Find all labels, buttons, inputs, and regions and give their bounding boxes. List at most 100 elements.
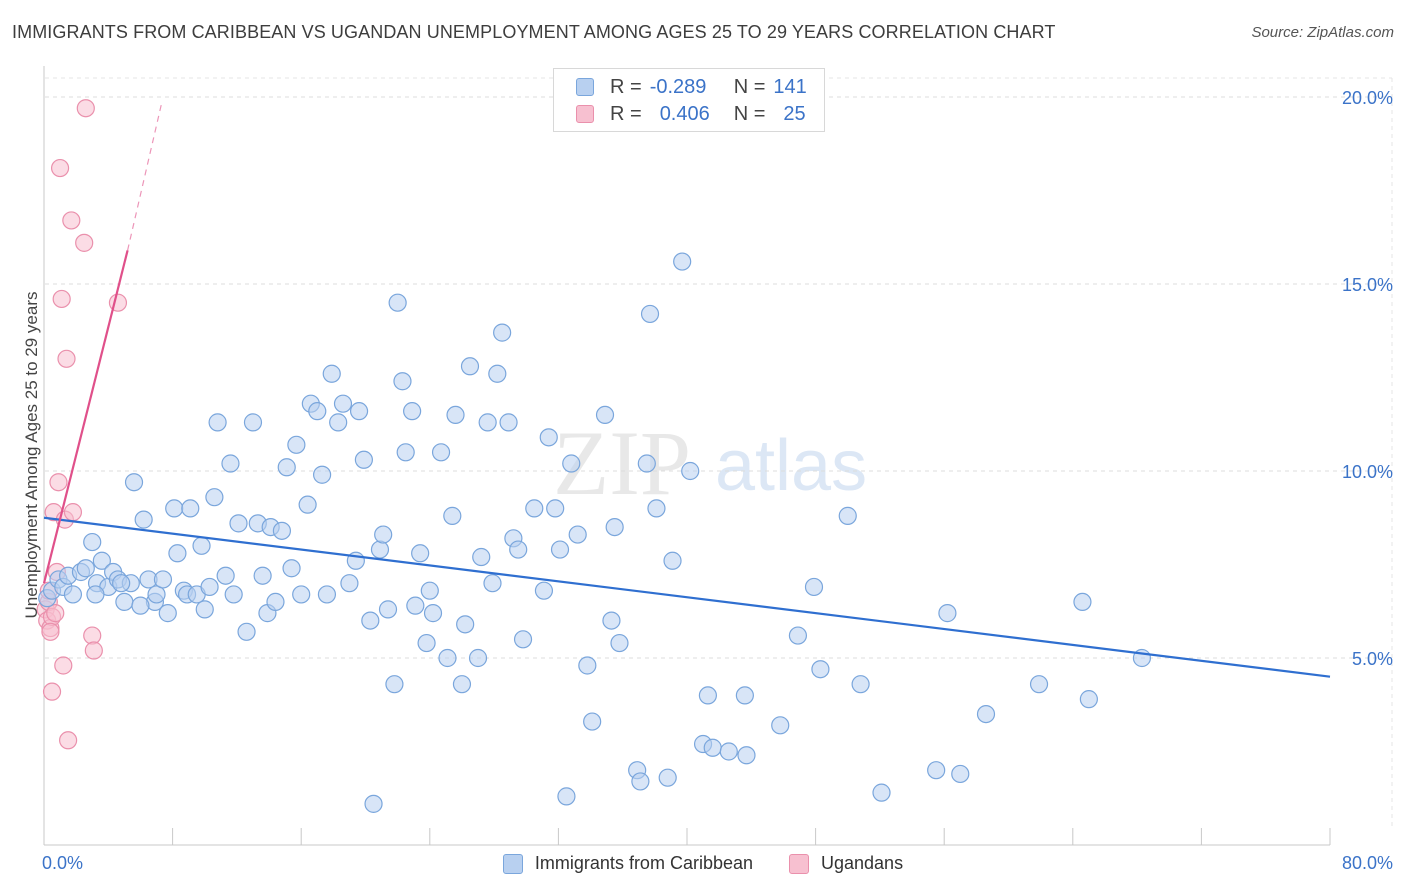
caribbean-point xyxy=(568,525,587,544)
caribbean-point xyxy=(838,506,857,525)
caribbean-point xyxy=(456,615,475,634)
ugandan-point xyxy=(59,731,78,750)
legend-item-ugandan: Ugandans xyxy=(789,853,903,874)
caribbean-point xyxy=(243,413,263,432)
caribbean-point xyxy=(562,454,581,473)
caribbean-point xyxy=(158,604,177,623)
caribbean-trend-line xyxy=(43,516,1331,678)
caribbean-point xyxy=(927,761,946,780)
ugandan-point xyxy=(54,656,73,675)
caribbean-point xyxy=(431,443,451,462)
caribbean-point xyxy=(478,413,497,432)
n-value: 141 xyxy=(773,75,807,98)
caribbean-point xyxy=(420,581,439,600)
caribbean-points xyxy=(38,252,1152,813)
caribbean-point xyxy=(115,592,134,612)
caribbean-point xyxy=(446,405,465,424)
caribbean-point xyxy=(181,499,200,518)
caribbean-point xyxy=(168,544,187,563)
r-label: R = xyxy=(610,75,642,98)
caribbean-point xyxy=(438,648,457,668)
caribbean-point xyxy=(499,413,518,432)
ugandan-point xyxy=(52,289,71,309)
caribbean-point xyxy=(292,585,311,604)
caribbean-point xyxy=(287,435,306,454)
caribbean-point xyxy=(452,675,472,694)
caribbean-point xyxy=(610,633,629,653)
caribbean-point xyxy=(771,716,790,735)
caribbean-point xyxy=(112,574,131,593)
caribbean-point xyxy=(534,581,554,600)
ugandan-point xyxy=(62,211,81,230)
caribbean-point xyxy=(647,499,666,518)
chart-title: IMMIGRANTS FROM CARIBBEAN VS UGANDAN UNE… xyxy=(12,22,1056,42)
caribbean-point xyxy=(602,611,621,630)
caribbean-point xyxy=(282,559,301,578)
ugandan-swatch xyxy=(576,105,594,123)
ugandan-points xyxy=(36,99,128,750)
caribbean-point xyxy=(493,323,512,342)
stats-row-ugandan: R = 0.406 N = 25 xyxy=(576,101,806,127)
caribbean-point xyxy=(513,630,533,649)
ugandan-point xyxy=(83,626,102,645)
caribbean-point xyxy=(472,547,491,567)
n-label: N = xyxy=(733,75,766,98)
ugandan-point xyxy=(49,473,68,492)
caribbean-point xyxy=(364,794,383,813)
n-value: 25 xyxy=(783,102,806,125)
caribbean-point xyxy=(637,454,656,473)
caribbean-point xyxy=(406,596,425,615)
trend-lines xyxy=(42,104,1331,678)
caribbean-point xyxy=(483,574,502,593)
caribbean-point xyxy=(298,495,317,514)
caribbean-point xyxy=(872,783,891,802)
caribbean-point xyxy=(354,450,373,469)
caribbean-point xyxy=(1029,675,1049,694)
x-tick-label-min: 0.0% xyxy=(42,853,83,873)
caribbean-point xyxy=(322,364,341,383)
caribbean-point xyxy=(361,611,380,630)
caribbean-point xyxy=(550,540,570,559)
x-tick-label-max: 80.0% xyxy=(1342,853,1393,873)
caribbean-point xyxy=(237,622,256,641)
source-label: Source: ZipAtlas.com xyxy=(1251,24,1394,41)
caribbean-point xyxy=(370,540,390,559)
y-tick-label: 10.0% xyxy=(1342,462,1393,482)
caribbean-point xyxy=(393,372,412,391)
caribbean-point xyxy=(788,626,808,645)
caribbean-point xyxy=(374,525,393,544)
r-value: -0.289 xyxy=(649,75,707,98)
caribbean-point xyxy=(539,428,558,447)
r-label: R = xyxy=(610,102,642,125)
caribbean-point xyxy=(216,566,235,585)
caribbean-point xyxy=(224,585,243,604)
caribbean-point xyxy=(312,465,332,484)
caribbean-point xyxy=(423,604,443,623)
caribbean-point xyxy=(221,454,240,473)
caribbean-point xyxy=(595,405,615,424)
ugandan-point xyxy=(42,682,62,701)
caribbean-point xyxy=(200,577,219,597)
caribbean-point xyxy=(266,592,285,612)
caribbean-point xyxy=(205,488,224,507)
caribbean-point xyxy=(460,357,480,376)
ugandan-point xyxy=(75,233,94,252)
stats-row-caribbean: R = -0.289 N = 141 xyxy=(576,74,807,100)
ugandan-point xyxy=(46,604,65,623)
caribbean-swatch xyxy=(576,78,594,96)
caribbean-point xyxy=(443,506,462,525)
ugandan-legend-swatch xyxy=(789,853,809,874)
ugandan-trend-line xyxy=(42,250,129,584)
caribbean-legend-swatch xyxy=(502,853,523,874)
caribbean-point xyxy=(804,577,824,597)
caribbean-point xyxy=(195,600,214,619)
tick-labels: 5.0% 10.0% 15.0% 20.0% 0.0% 80.0% xyxy=(42,88,1393,873)
caribbean-point xyxy=(417,633,436,653)
caribbean-point xyxy=(719,742,738,761)
legend-label-ugandan: Ugandans xyxy=(821,853,904,873)
caribbean-point xyxy=(735,686,754,705)
ugandan-point xyxy=(41,622,60,641)
caribbean-point xyxy=(631,772,650,791)
caribbean-point xyxy=(134,510,153,529)
